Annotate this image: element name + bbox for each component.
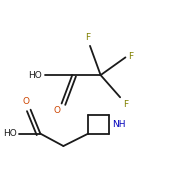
Text: F: F xyxy=(128,52,134,61)
Text: HO: HO xyxy=(28,71,42,80)
Text: NH: NH xyxy=(112,120,126,129)
Text: F: F xyxy=(123,100,128,109)
Text: HO: HO xyxy=(3,129,16,138)
Text: O: O xyxy=(23,97,30,107)
Text: O: O xyxy=(54,107,61,116)
Text: F: F xyxy=(86,33,91,42)
